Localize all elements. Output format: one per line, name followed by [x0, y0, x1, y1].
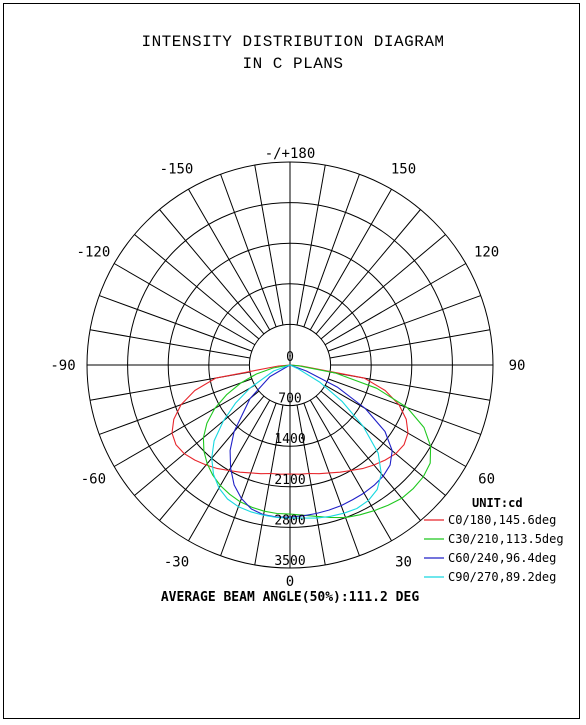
legend-label: C0/180,145.6deg [448, 513, 556, 527]
grid-spoke [315, 209, 421, 335]
axis-labels: 0 700 1400 2100 2800 3500 -/+180 -150 150 -120 120… [50, 146, 525, 590]
series-curve-0 [171, 364, 409, 475]
legend-label: C90/270,89.2deg [448, 570, 556, 584]
grid-spoke [254, 404, 284, 566]
chart-title-line-2: IN C PLANS [242, 55, 344, 73]
grid-spoke [324, 263, 467, 346]
grid-spoke [220, 174, 277, 328]
chart-title-line-1: INTENSITY DISTRIBUTION DIAGRAM [141, 33, 445, 51]
legend-label: C60/240,96.4deg [448, 551, 556, 565]
angle-label: -30 [164, 555, 189, 571]
series-curve-1 [202, 364, 432, 519]
grid-spoke [134, 234, 260, 340]
angle-label: 30 [395, 555, 412, 571]
radial-tick-label: 1400 [274, 432, 305, 447]
grid-spoke [320, 234, 446, 340]
grid-spoke [327, 295, 481, 352]
grid-spoke [113, 263, 256, 346]
angle-label: -90 [50, 358, 75, 374]
legend-label: C30/210,113.5deg [448, 532, 564, 546]
grid-spoke [303, 402, 360, 556]
legend: UNIT:cd C0/180,145.6deg C30/210,113.5deg C6… [424, 496, 564, 584]
average-beam-angle-text: AVERAGE BEAM ANGLE(50%):111.2 DEG [161, 590, 419, 605]
radial-tick-label: 0 [286, 350, 294, 365]
radial-tick-label: 3500 [274, 554, 305, 569]
angle-label: 120 [474, 245, 499, 261]
grid-spoke [303, 174, 360, 328]
grid-spoke [113, 384, 256, 467]
grid-spoke [220, 402, 277, 556]
angle-label: -60 [81, 472, 106, 488]
grid-spoke [309, 188, 392, 331]
angle-label: -/+180 [265, 146, 316, 162]
grid-spoke [296, 164, 326, 326]
grid-spoke [324, 384, 467, 467]
angle-label: 0 [286, 574, 294, 590]
grid-spoke [99, 295, 253, 352]
grid-spoke [327, 378, 481, 435]
grid-spoke [315, 395, 421, 521]
series-curve-2 [229, 364, 393, 518]
grid-spoke [99, 378, 253, 435]
angle-label: 60 [478, 472, 495, 488]
angle-label: -120 [77, 245, 111, 261]
grid-spoke [89, 329, 251, 359]
grid-spoke [159, 209, 265, 335]
radial-tick-label: 2800 [274, 513, 305, 528]
unit-label: UNIT:cd [472, 496, 523, 510]
angle-label: -150 [160, 161, 194, 177]
grid-spoke [188, 188, 271, 331]
grid-spoke [134, 390, 260, 496]
series-curve-3 [211, 364, 382, 519]
angle-label: 90 [509, 358, 526, 374]
chart-frame [3, 3, 580, 719]
grid-spoke [296, 404, 326, 566]
radial-tick-label: 700 [278, 392, 301, 407]
series-group [171, 364, 432, 519]
grid-spoke [320, 390, 446, 496]
radial-tick-label: 2100 [274, 473, 305, 488]
polar-grid [86, 161, 494, 569]
angle-label: 150 [391, 161, 416, 177]
grid-spoke [329, 329, 491, 359]
grid-spoke [254, 164, 284, 326]
